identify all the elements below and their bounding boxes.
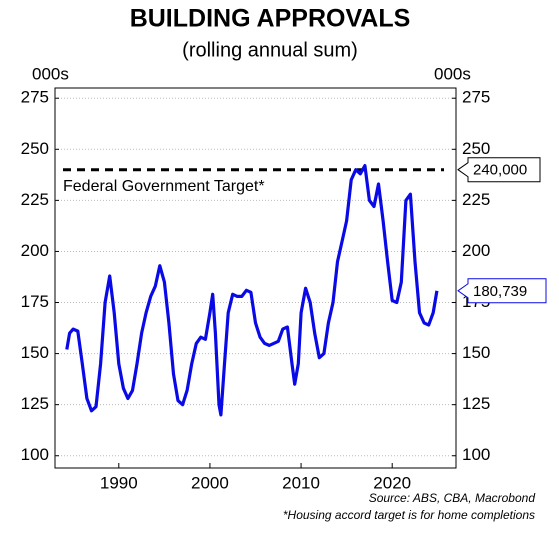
series-line <box>65 164 439 417</box>
target-text: Federal Government Target* <box>63 178 265 195</box>
chart-title: BUILDING APPROVALS <box>130 5 411 33</box>
x-tick-label: 2000 <box>191 473 229 492</box>
footnote: *Housing accord target is for home compl… <box>283 508 535 522</box>
last-value-label: 180,739 <box>473 283 527 300</box>
target-label: 240,000 <box>473 162 527 179</box>
y-tick-label: 250 <box>21 139 49 158</box>
source: Source: ABS, CBA, Macrobond <box>369 491 536 505</box>
y2-tick-label: 150 <box>462 343 490 362</box>
target-label-box <box>457 157 541 183</box>
y2-tick-label: 250 <box>462 139 490 158</box>
plot-frame <box>54 87 457 469</box>
y2-tick-label: 125 <box>462 394 490 413</box>
y-tick-label: 275 <box>21 88 49 107</box>
y2-tick-label: 200 <box>462 241 490 260</box>
y-unit-right: 000s <box>434 64 471 83</box>
y2-tick-label: 275 <box>462 88 490 107</box>
x-tick-label: 2010 <box>282 473 320 492</box>
y-tick-label: 125 <box>21 394 49 413</box>
y-tick-label: 225 <box>21 190 49 209</box>
y-unit-left: 000s <box>32 64 69 83</box>
y-tick-label: 200 <box>21 241 49 260</box>
chart-subtitle: (rolling annual sum) <box>182 39 358 61</box>
y-tick-label: 150 <box>21 343 49 362</box>
y-tick-label: 100 <box>21 445 49 464</box>
y-tick-label: 175 <box>21 292 49 311</box>
x-tick-label: 1990 <box>100 473 138 492</box>
y2-tick-label: 100 <box>462 445 490 464</box>
last-value-label-box <box>457 278 547 304</box>
y2-tick-label: 225 <box>462 190 490 209</box>
x-tick-label: 2020 <box>373 473 411 492</box>
